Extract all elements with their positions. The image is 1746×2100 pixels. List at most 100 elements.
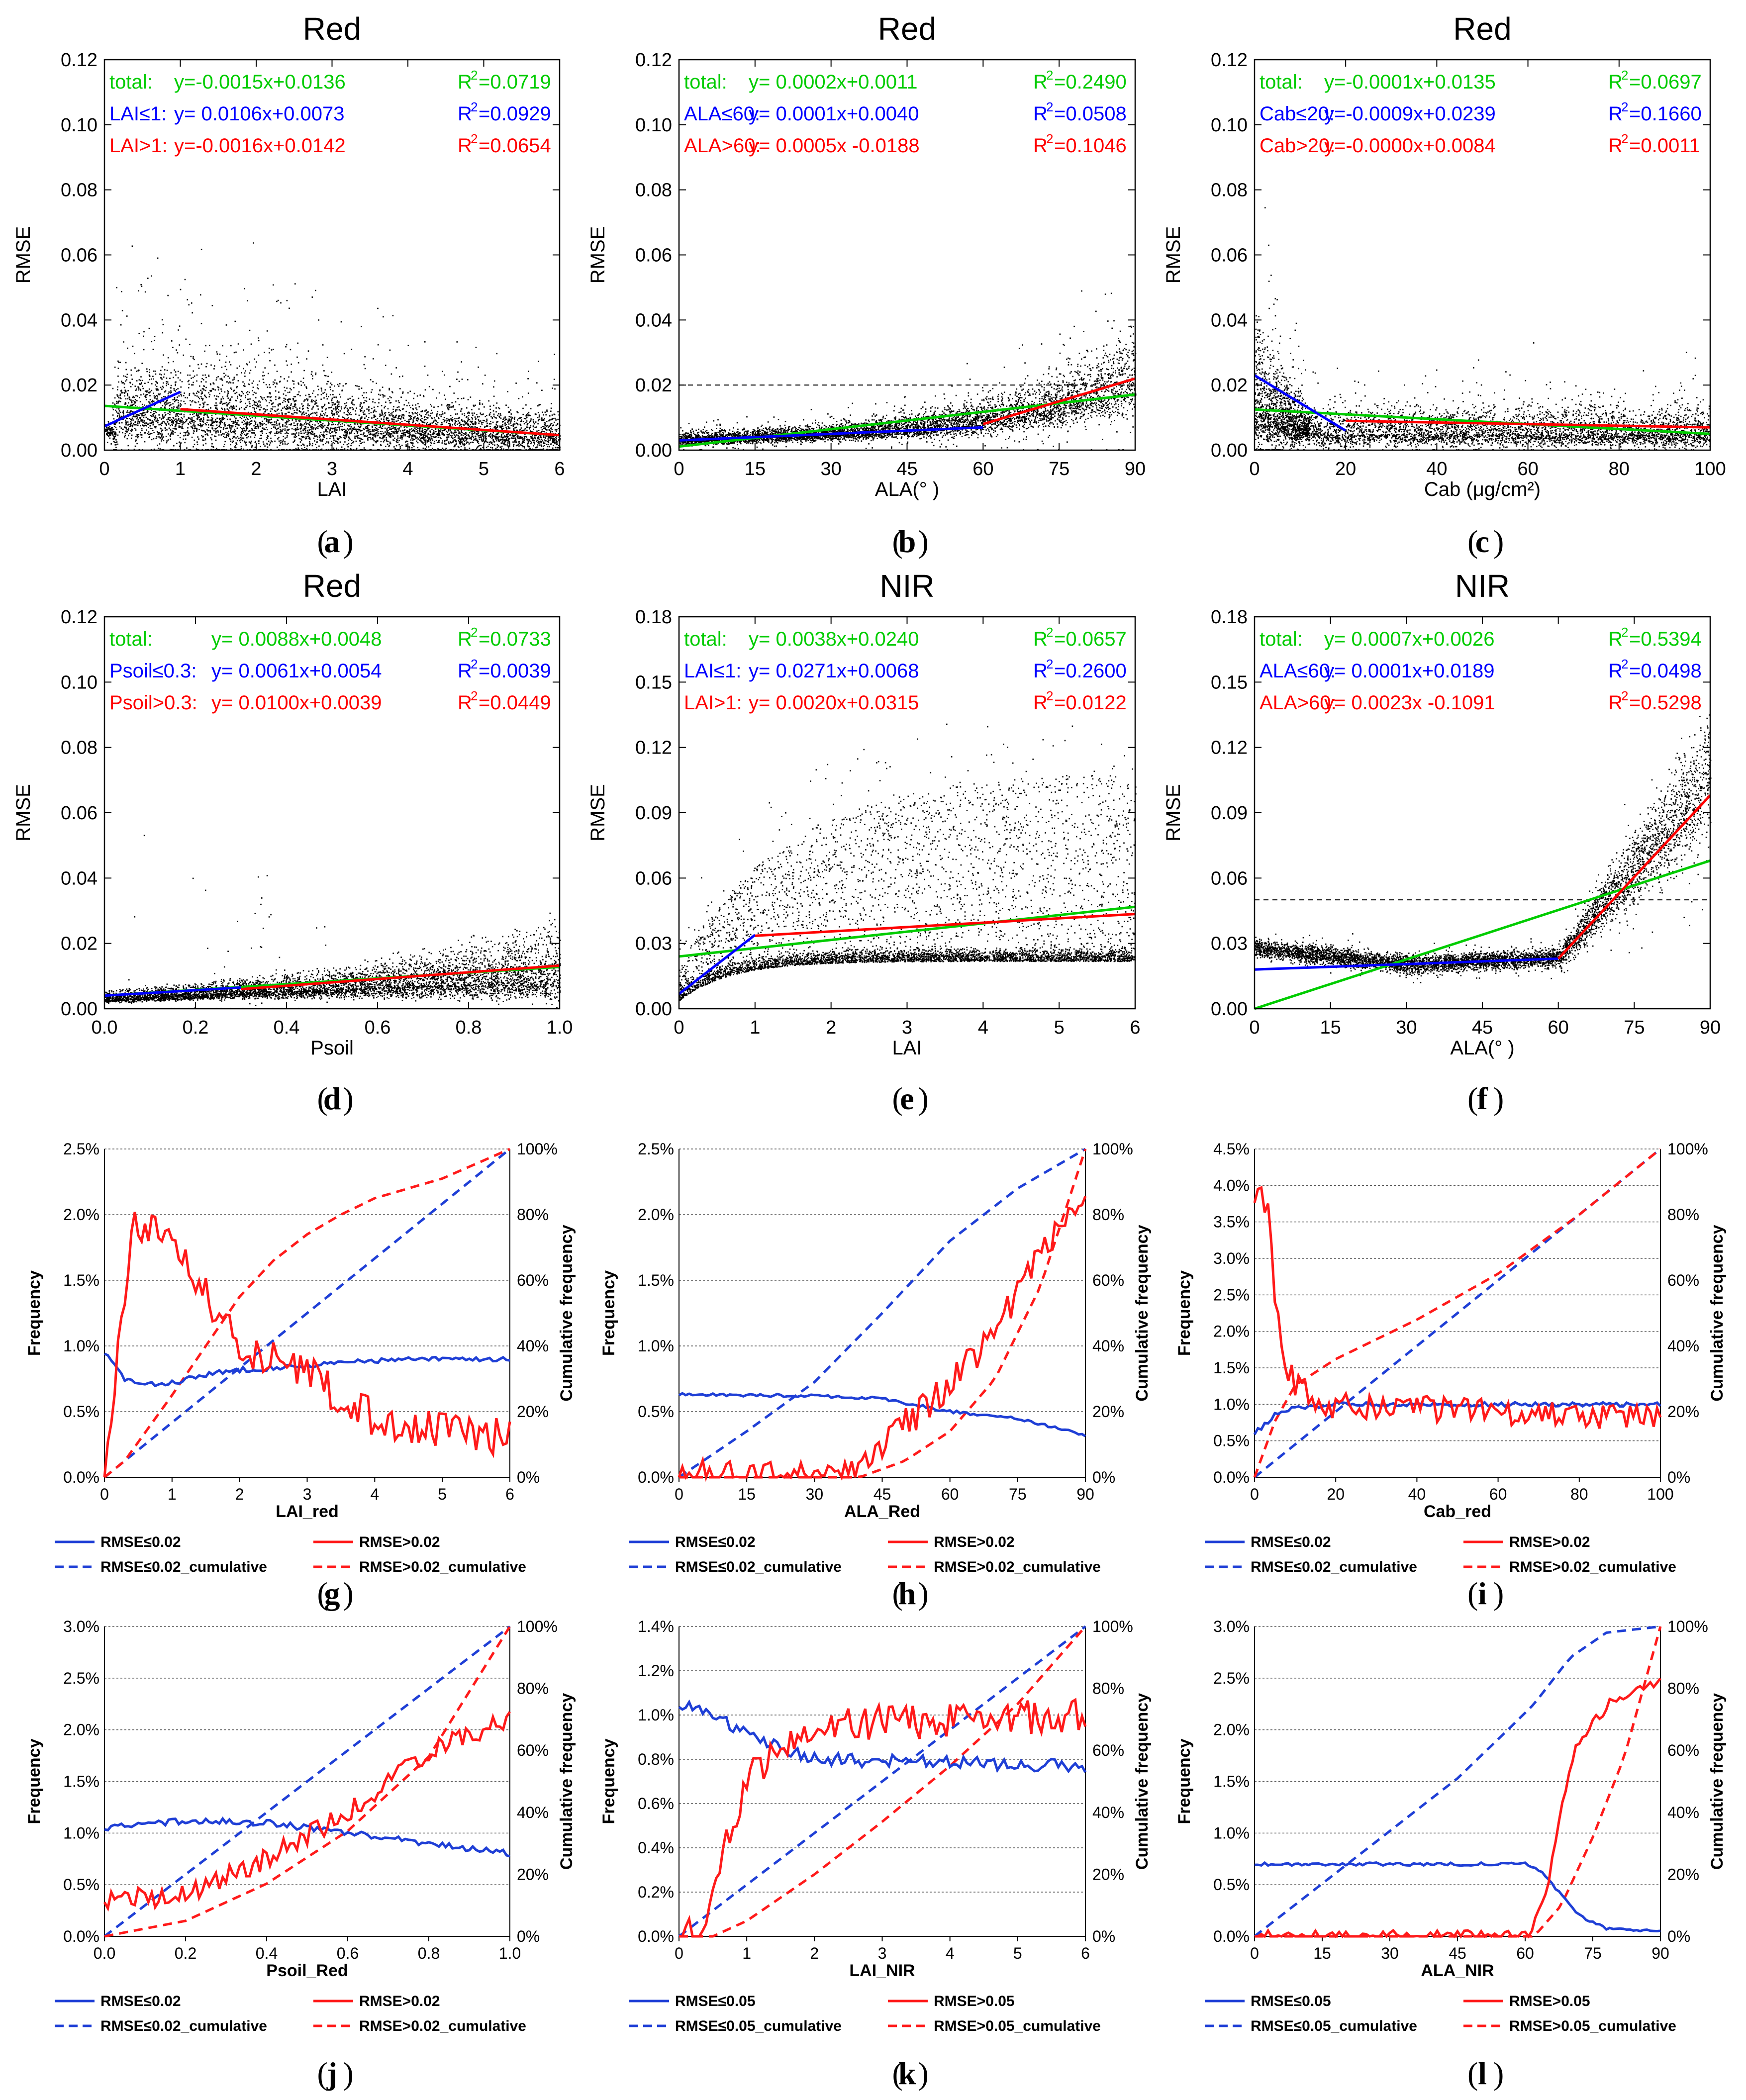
x-tick-label: 1 [168, 1485, 177, 1503]
x-tick-label: 90 [1125, 459, 1146, 479]
legend-label: RMSE>0.02 [934, 1534, 1015, 1550]
annotation-label: Cab≤20: [1260, 103, 1335, 125]
y-tick-label: 0.00 [1211, 999, 1248, 1020]
fit-line-2 [1346, 419, 1711, 429]
annotation-equation: y=-0.0001x+0.0135 [1324, 71, 1496, 93]
annotation-r2-value: =0.1660 [1629, 103, 1702, 125]
y2-tick-label: 40% [1092, 1804, 1124, 1821]
x-tick-label: 2 [251, 459, 261, 479]
panel-letter-id: j [326, 2056, 337, 2091]
y2-tick-label: 100% [517, 1618, 558, 1635]
y2-tick-label: 20% [1092, 1865, 1124, 1883]
annotation-r2-symbol: R [458, 71, 472, 93]
x-tick-label: 0 [674, 1017, 684, 1038]
annotation-r2-value: =0.0733 [479, 628, 551, 650]
y-tick-label: 1.2% [638, 1662, 674, 1680]
x-tick-label: 4 [978, 1017, 988, 1038]
y2-axis-label: Cumulative frequency [1133, 1693, 1152, 1870]
annotation-equation: y= 0.0005x -0.0188 [749, 135, 920, 157]
x-tick-label: 75 [1624, 1017, 1645, 1038]
panel-letter-id: c [1475, 524, 1489, 559]
panel-title: NIR [879, 568, 934, 604]
panel-letter-close: ) [918, 2056, 929, 2091]
annotation-r2-exp: 2 [1621, 131, 1628, 146]
panel-title: Red [1453, 11, 1511, 47]
series-above [678, 1196, 1087, 1482]
x-tick-label: 0.4 [274, 1017, 300, 1038]
panel-letter: ( [317, 1081, 328, 1116]
annotation-r2-symbol: R [1033, 135, 1048, 157]
annotation-r2-exp: 2 [1621, 625, 1628, 640]
y-tick-label: 0.00 [1211, 440, 1248, 461]
y2-tick-label: 60% [517, 1741, 549, 1759]
y-tick-label: 0.5% [638, 1403, 674, 1421]
y-tick-label: 3.0% [1213, 1618, 1250, 1635]
y-tick-label: 0.15 [1211, 672, 1248, 693]
fit-line-1 [679, 426, 983, 442]
series-below-cumulative [103, 1625, 511, 1937]
annotation-r2-exp: 2 [1046, 657, 1053, 671]
annotation-equation: y= 0.0061x+0.0054 [211, 660, 382, 682]
annotation-r2-value: =0.0122 [1054, 692, 1127, 714]
annotation-label: total: [1260, 71, 1303, 93]
x-axis-label: ALA(° ) [1450, 1037, 1514, 1059]
x-tick-label: 0.6 [365, 1017, 391, 1038]
y-tick-label: 2.0% [638, 1206, 674, 1224]
annotation-label: total: [109, 71, 153, 93]
y-tick-label: 2.5% [63, 1140, 99, 1158]
fit-line-0 [679, 905, 1136, 958]
panel-letter-close: ) [1493, 2056, 1504, 2091]
y-tick-label: 0.08 [635, 180, 672, 201]
y2-tick-label: 40% [1667, 1337, 1699, 1355]
line-panel-k: 0.0% 0.2% 0.4% 0.6% 0.8% 1.0% 1.2% 1.4% 0% 20% 40%… [599, 1618, 1152, 2091]
panel-letter-close: ) [343, 2056, 354, 2091]
annotation-equation: y= 0.0038x+0.0240 [749, 628, 919, 650]
y-tick-label: 0.04 [635, 310, 672, 331]
annotation-label: LAI>1: [684, 692, 742, 714]
y-tick-label: 0.12 [635, 738, 672, 759]
legend-label: RMSE>0.02_cumulative [359, 1559, 526, 1575]
y2-tick-label: 0% [1667, 1468, 1690, 1486]
y-axis-label: Frequency [1175, 1270, 1194, 1356]
annotation-equation: y=-0.0016x+0.0142 [174, 135, 346, 157]
annotation-label: total: [684, 628, 727, 650]
y-tick-label: 0.5% [1213, 1876, 1250, 1894]
series-above [103, 1711, 511, 1912]
y-tick-label: 0.00 [635, 440, 672, 461]
x-tick-label: 0 [675, 1944, 683, 1962]
panel-title: Red [303, 11, 361, 47]
y-axis-label: Frequency [25, 1270, 44, 1356]
annotation-r2-symbol: R [458, 628, 472, 650]
legend-label: RMSE>0.02_cumulative [934, 1559, 1101, 1575]
panel-letter: ( [1467, 2056, 1478, 2091]
y2-axis-label: Cumulative frequency [1708, 1225, 1727, 1401]
annotation-r2-value: =0.0039 [479, 660, 551, 682]
y-tick-label: 0.0% [638, 1927, 674, 1945]
y-tick-label: 0.18 [1211, 607, 1248, 628]
legend-label: RMSE>0.02 [359, 1534, 440, 1550]
x-tick-label: 30 [806, 1485, 824, 1503]
legend-label: RMSE>0.05 [1509, 1993, 1590, 2009]
panel-letter: ( [1467, 524, 1478, 559]
y-axis-label: RMSE [587, 226, 609, 284]
y-tick-label: 2.0% [63, 1206, 99, 1224]
x-tick-label: 80 [1609, 459, 1630, 479]
y-tick-label: 1.5% [1213, 1359, 1250, 1377]
y2-tick-label: 0% [1092, 1927, 1115, 1945]
panel-letter-id: k [898, 2056, 916, 2091]
x-tick-label: 0.0 [92, 1017, 118, 1038]
panel-letter: ( [1467, 1081, 1478, 1116]
panel-letter: ( [892, 2056, 903, 2091]
x-tick-label: 6 [505, 1485, 514, 1503]
y-tick-label: 0.06 [635, 868, 672, 889]
x-axis-label: LAI [892, 1037, 922, 1059]
y2-tick-label: 20% [517, 1403, 549, 1421]
x-tick-label: 75 [1584, 1944, 1602, 1962]
series-above [679, 1698, 1087, 1938]
y2-tick-label: 40% [1667, 1804, 1699, 1821]
panel-letter: ( [317, 2056, 328, 2091]
x-tick-label: 3 [303, 1485, 312, 1503]
y2-tick-label: 0% [1092, 1468, 1115, 1486]
y-tick-label: 0.06 [1211, 868, 1248, 889]
x-axis-label: ALA(° ) [875, 478, 939, 500]
